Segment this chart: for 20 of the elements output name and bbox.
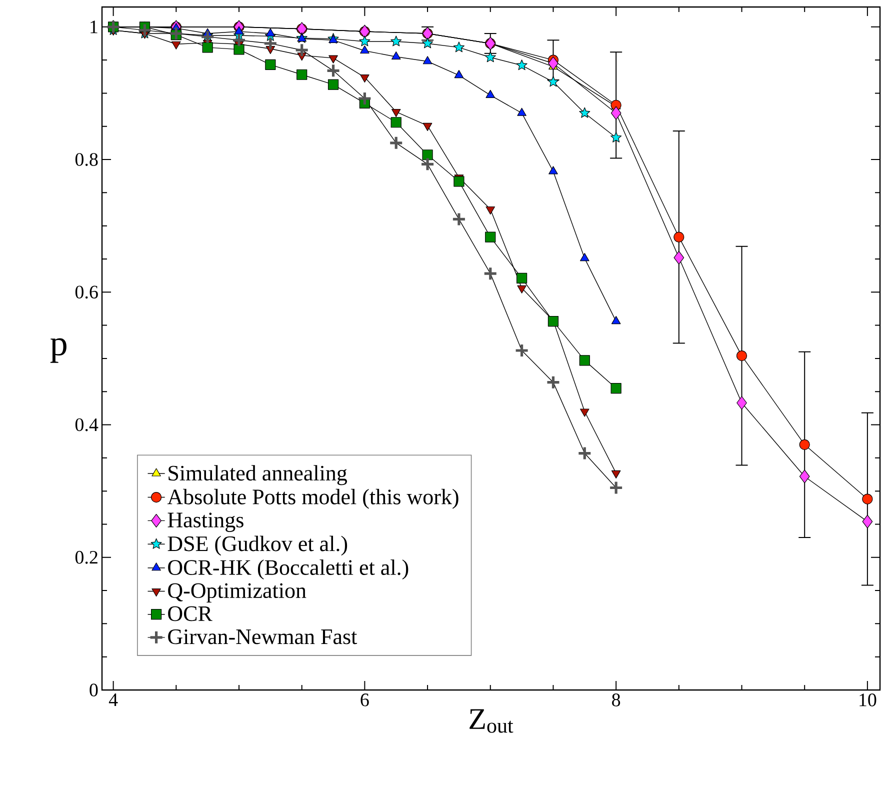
legend-label: OCR-HK (Boccaletti et al.): [168, 559, 408, 580]
x-tick-label: 4: [108, 694, 118, 706]
x-tick-label: 8: [612, 694, 620, 706]
y-tick-label: 1: [90, 20, 98, 34]
legend-label: Hastings: [168, 512, 244, 532]
y-axis-title: p: [50, 338, 66, 363]
x-axis-title: Z$_{out}$: [470, 709, 514, 733]
y-tick-label: 0.2: [75, 550, 98, 564]
y-tick-label: 0.8: [75, 153, 98, 166]
y-tick-label: 0: [90, 684, 98, 696]
legend-label: Girvan-Newman Fast: [168, 629, 358, 644]
legend-label: OCR: [168, 606, 212, 622]
legend-label: Q-Optimization: [168, 583, 306, 603]
x-tick-label: 10: [860, 694, 876, 706]
legend-label: Absolute Potts model (this work): [167, 488, 458, 509]
legend-label: Simulated annealing: [168, 465, 348, 486]
legend-label: DSE (Gudkov et al.): [168, 536, 348, 556]
x-tick-label: 6: [360, 694, 369, 706]
y-tick-label: 0.6: [75, 286, 98, 299]
y-tick-label: 0.4: [75, 418, 98, 432]
